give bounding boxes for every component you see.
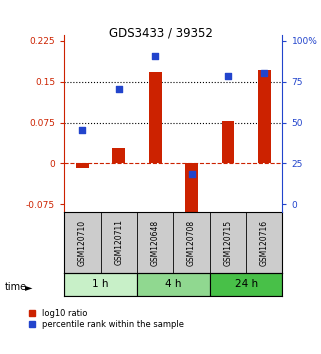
Legend: log10 ratio, percentile rank within the sample: log10 ratio, percentile rank within the …	[30, 309, 184, 329]
Bar	[64, 273, 137, 296]
Point	[189, 171, 194, 177]
Point	[152, 53, 158, 58]
Text: GSM120711: GSM120711	[114, 219, 123, 266]
Text: GSM120715: GSM120715	[223, 219, 232, 266]
Bar	[137, 273, 210, 296]
Bar	[112, 148, 125, 164]
Text: 1 h: 1 h	[92, 279, 109, 289]
Text: GSM120648: GSM120648	[151, 219, 160, 266]
Point	[116, 87, 121, 92]
Text: GSM120708: GSM120708	[187, 219, 196, 266]
Bar	[210, 273, 282, 296]
Text: time: time	[5, 282, 27, 292]
Text: ►: ►	[25, 282, 32, 292]
Bar	[185, 164, 198, 213]
Text: GSM120716: GSM120716	[260, 219, 269, 266]
Text: GSM120710: GSM120710	[78, 219, 87, 266]
Point	[80, 127, 85, 133]
Bar	[76, 164, 89, 168]
Bar	[149, 72, 161, 164]
Point	[262, 70, 267, 75]
Text: GDS3433 / 39352: GDS3433 / 39352	[108, 27, 213, 40]
Text: 4 h: 4 h	[165, 279, 182, 289]
Bar	[258, 70, 271, 164]
Text: 24 h: 24 h	[235, 279, 258, 289]
Bar	[221, 121, 234, 164]
Point	[225, 73, 230, 79]
